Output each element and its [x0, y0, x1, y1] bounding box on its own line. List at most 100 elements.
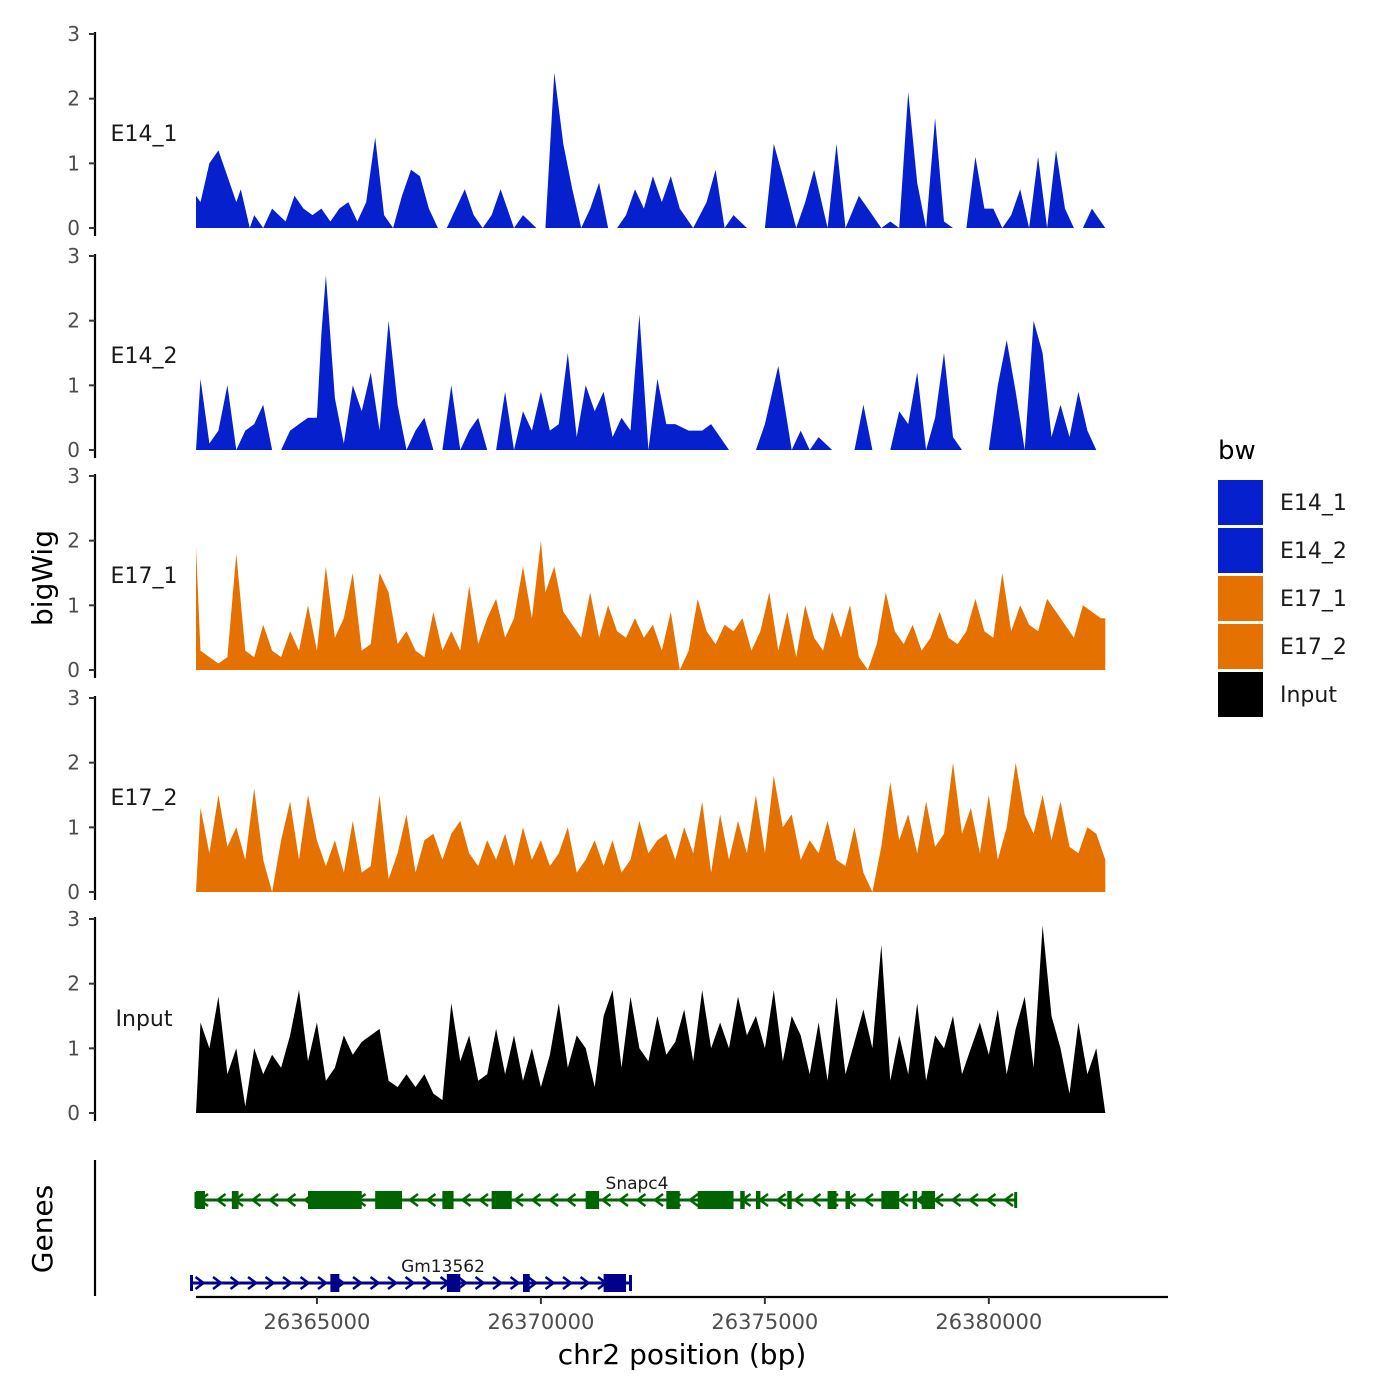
y-tick-label: 1 — [67, 593, 80, 617]
legend-key — [1218, 672, 1263, 717]
strand-arrow — [512, 1193, 524, 1207]
y-tick-label: 1 — [67, 1036, 80, 1060]
y-tick-label: 2 — [67, 87, 80, 111]
strand-arrow — [282, 1276, 294, 1290]
y-tick-label: 2 — [67, 751, 80, 775]
strand-arrow — [687, 1193, 699, 1207]
legend-item: E17_1 — [1218, 576, 1347, 621]
track-e17_2: 0 1 2 3 E17_2 — [67, 686, 1106, 904]
strand-arrow — [617, 1193, 629, 1207]
y-tick-label: 1 — [67, 815, 80, 839]
strand-arrow — [509, 1276, 521, 1290]
strand-arrow — [264, 1276, 276, 1290]
coverage-area-input — [196, 925, 1106, 1113]
y-tick-label: 0 — [67, 658, 80, 682]
strand-arrow — [562, 1276, 574, 1290]
track-label: Input — [116, 1007, 173, 1032]
legend-key — [1218, 624, 1263, 669]
y-axis-title-genes: Genes — [26, 1185, 59, 1273]
strand-arrow — [422, 1276, 434, 1290]
track-label: E14_2 — [111, 344, 178, 369]
track-e14_1: 0 1 2 3 E14_1 — [67, 22, 1106, 240]
legend-label: E14_1 — [1280, 491, 1347, 516]
exon-block — [446, 1274, 461, 1292]
y-tick-label: 3 — [67, 686, 80, 710]
strand-arrow — [985, 1193, 997, 1207]
strand-arrow — [425, 1193, 437, 1207]
legend-item: Input — [1218, 672, 1337, 717]
strand-arrow — [250, 1193, 262, 1207]
y-tick-label: 1 — [67, 151, 80, 175]
gene-name-label: Gm13562 — [401, 1257, 485, 1277]
exon-block — [755, 1191, 761, 1209]
coverage-area-e17_2 — [196, 762, 1106, 892]
strand-arrow — [897, 1193, 909, 1207]
legend-label: Input — [1280, 683, 1337, 708]
strand-arrow — [317, 1276, 329, 1290]
strand-arrow — [352, 1276, 364, 1290]
y-tick-label: 0 — [67, 438, 80, 462]
exon-block — [921, 1191, 936, 1209]
exon-block — [827, 1191, 837, 1209]
strand-arrow — [950, 1193, 962, 1207]
exon-block — [491, 1191, 512, 1209]
strand-arrow — [247, 1275, 259, 1291]
exon-block — [787, 1191, 792, 1209]
exon-block — [740, 1191, 745, 1209]
strand-arrow — [862, 1193, 874, 1207]
strand-arrow — [369, 1276, 381, 1290]
strand-arrow — [474, 1276, 486, 1290]
x-tick-label: 26370000 — [487, 1310, 594, 1334]
strand-arrow — [194, 1276, 206, 1290]
exon-block — [585, 1191, 600, 1209]
y-tick-label: 0 — [67, 880, 80, 904]
x-tick-label: 26380000 — [935, 1310, 1042, 1334]
coverage-area-e14_1 — [196, 72, 1106, 228]
track-label: E14_1 — [111, 122, 178, 147]
y-tick-label: 0 — [67, 1101, 80, 1125]
legend-title: bw — [1218, 436, 1256, 466]
track-label: E17_1 — [111, 564, 178, 589]
gene-gm13562: Gm13562 — [190, 1257, 632, 1292]
strand-arrow — [792, 1193, 804, 1207]
x-axis-title: chr2 position (bp) — [558, 1338, 807, 1371]
gene-track: Snapc4 Gm13562 — [93, 1160, 1018, 1296]
y-axis-title-tracks: bigWig — [26, 530, 59, 626]
track-e14_2: 0 1 2 3 E14_2 — [67, 244, 1106, 462]
x-tick-label: 26365000 — [263, 1310, 370, 1334]
y-tick-label: 2 — [67, 972, 80, 996]
exon-block — [330, 1274, 340, 1292]
strand-arrow — [635, 1193, 647, 1207]
legend-key — [1218, 480, 1263, 525]
strand-arrow — [387, 1276, 399, 1290]
strand-arrow — [229, 1276, 241, 1290]
coverage-tracks: 0 1 2 3 E14_1 0 1 2 3 E14_2 0 1 2 3 E17_1 0 1 2 3 E17_2 0 1 2 3… — [67, 22, 1106, 1125]
strand-arrow — [544, 1276, 556, 1290]
y-tick-label: 1 — [67, 373, 80, 397]
strand-arrow — [527, 1276, 539, 1290]
legend: bw E14_1 E14_2 E17_1 E17_2 Input — [1218, 436, 1347, 717]
strand-arrow — [547, 1193, 559, 1207]
exon-block — [307, 1191, 362, 1209]
exon-block — [845, 1191, 850, 1209]
legend-item: E17_2 — [1218, 624, 1347, 669]
strand-arrow — [212, 1276, 224, 1290]
exon-block — [697, 1191, 734, 1209]
y-tick-label: 3 — [67, 907, 80, 931]
strand-arrow — [565, 1193, 577, 1207]
y-tick-label: 2 — [67, 529, 80, 553]
strand-arrow — [775, 1193, 787, 1207]
strand-arrow — [967, 1193, 979, 1207]
legend-label: E17_1 — [1280, 587, 1347, 612]
legend-label: E17_2 — [1280, 635, 1347, 660]
y-tick-label: 3 — [67, 464, 80, 488]
gene-name-label: Snapc4 — [606, 1174, 669, 1194]
strand-arrow — [299, 1276, 311, 1290]
track-e17_1: 0 1 2 3 E17_1 — [67, 464, 1106, 682]
exon-block — [881, 1191, 900, 1209]
y-tick-label: 2 — [67, 309, 80, 333]
strand-arrow — [457, 1276, 469, 1290]
exon-block — [912, 1191, 918, 1209]
strand-arrow — [579, 1276, 591, 1290]
x-axis: 26365000 26370000 26375000 26380000 — [196, 1295, 1168, 1334]
